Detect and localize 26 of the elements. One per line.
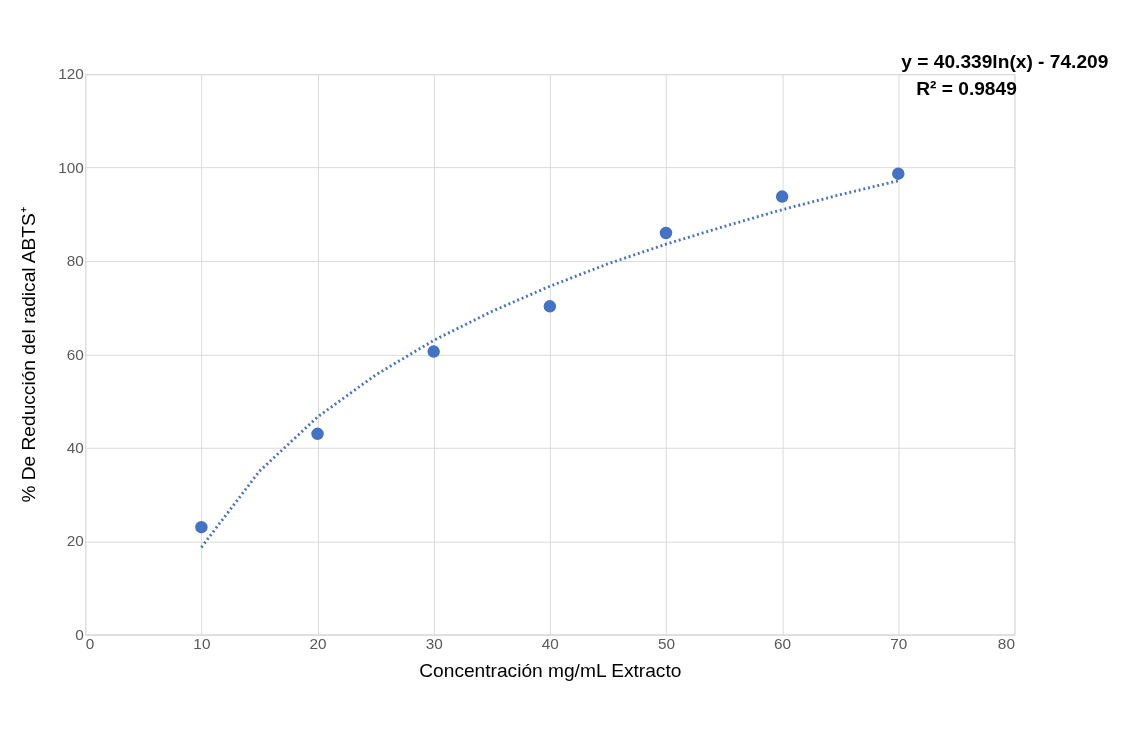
x-tick-label: 40 [541,635,559,653]
point [427,345,440,358]
x-axis-title: Concentración mg/mL Extracto [419,660,682,682]
y-tick-label: 80 [66,252,84,270]
x-tick-label: 60 [774,635,792,653]
x-tick-label: 30 [425,635,443,653]
point [543,300,557,313]
y-axis-title: % De Reducción del radical ABTS⁺ [18,207,40,503]
x-tick-label: 0 [85,635,95,653]
y-tick-label: 60 [66,345,84,363]
y-tick-label: 100 [58,158,84,176]
text: y = 40.339ln(x) - 74.209 [901,51,1109,73]
y-tick-label: 120 [58,65,84,83]
x-tick-label: 50 [657,635,675,653]
point [892,167,905,180]
x-tick-label: 20 [309,635,327,653]
point [775,190,789,203]
point [311,427,324,441]
x-tick-label: 70 [890,635,908,653]
point [195,520,208,534]
x-tick-label: 80 [997,635,1015,653]
point [659,226,673,240]
annotation: R² = 0.9849 [916,78,1017,100]
y-tick-label: 40 [66,439,84,457]
y-tick-label: 20 [66,532,84,550]
x-tick-label: 10 [193,635,211,653]
